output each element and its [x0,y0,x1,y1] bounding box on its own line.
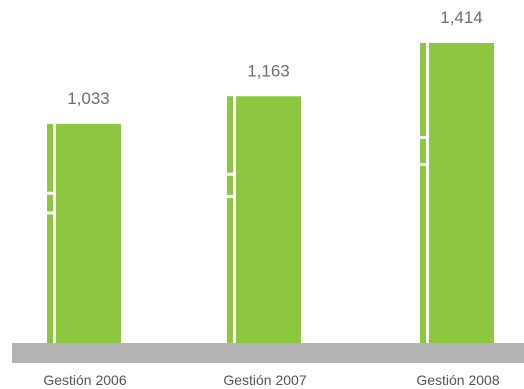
chart-baseline [12,343,524,363]
bar-value-label: 1,414 [440,8,483,27]
bar-value-label: 1,033 [67,89,110,108]
bar-gesti-n-2007 [236,96,301,344]
bar-gesti-n-2006 [56,123,121,344]
bar-strip-notch [226,194,234,198]
bar-side-strip [227,96,233,344]
category-label: Gestión 2008 [416,372,499,388]
category-label: Gestión 2006 [43,372,126,388]
category-label: Gestión 2007 [223,372,306,388]
category-labels-group: Gestión 2006 Gestión 2007 Gestión 2008 [43,372,499,388]
bar-gesti-n-2008 [429,43,494,343]
bar-strip-notch [46,191,54,195]
bar-side-strip [47,123,53,344]
bar-strip-notch [419,163,427,166]
bar-value-label: 1,163 [247,61,290,80]
bar-side-strip [420,43,426,343]
bar-strip-notch [226,172,234,176]
bar-strip-notch [419,136,427,139]
bars-group: 1,033 1,163 1,414 [46,8,494,344]
bar-strip-notch [46,211,54,215]
